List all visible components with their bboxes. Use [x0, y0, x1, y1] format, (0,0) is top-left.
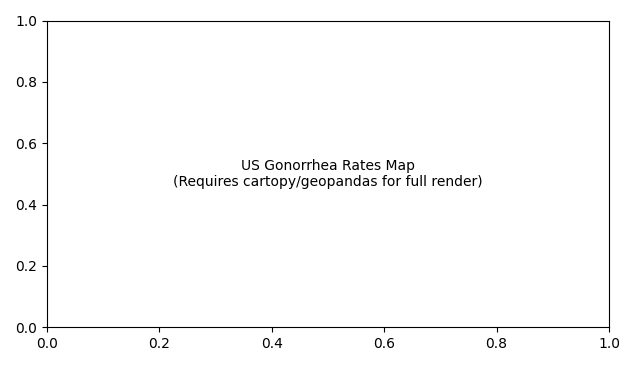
Text: US Gonorrhea Rates Map
(Requires cartopy/geopandas for full render): US Gonorrhea Rates Map (Requires cartopy… [173, 159, 483, 189]
